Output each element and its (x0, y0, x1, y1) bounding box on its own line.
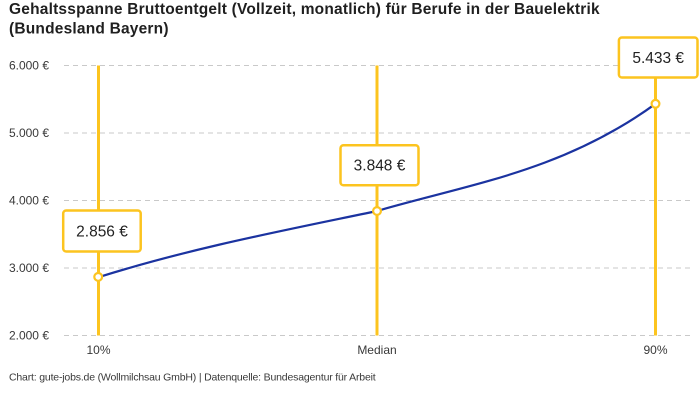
svg-text:Gehaltsspanne Bruttoentgelt (V: Gehaltsspanne Bruttoentgelt (Vollzeit, m… (9, 1, 600, 18)
svg-text:2.856 €: 2.856 € (76, 224, 128, 241)
svg-text:6.000 €: 6.000 € (9, 59, 49, 73)
svg-text:4.000 €: 4.000 € (9, 194, 49, 208)
svg-text:5.433 €: 5.433 € (632, 50, 684, 67)
svg-text:Chart: gute-jobs.de (Wollmilch: Chart: gute-jobs.de (Wollmilchsau GmbH) … (9, 372, 376, 384)
svg-text:2.000 €: 2.000 € (9, 329, 49, 343)
svg-text:10%: 10% (86, 343, 110, 357)
svg-text:Median: Median (357, 343, 396, 357)
svg-text:(Bundesland Bayern): (Bundesland Bayern) (9, 20, 169, 37)
svg-text:5.000 €: 5.000 € (9, 126, 49, 140)
svg-text:3.848 €: 3.848 € (354, 158, 406, 175)
svg-text:3.000 €: 3.000 € (9, 261, 49, 275)
svg-text:90%: 90% (643, 343, 667, 357)
